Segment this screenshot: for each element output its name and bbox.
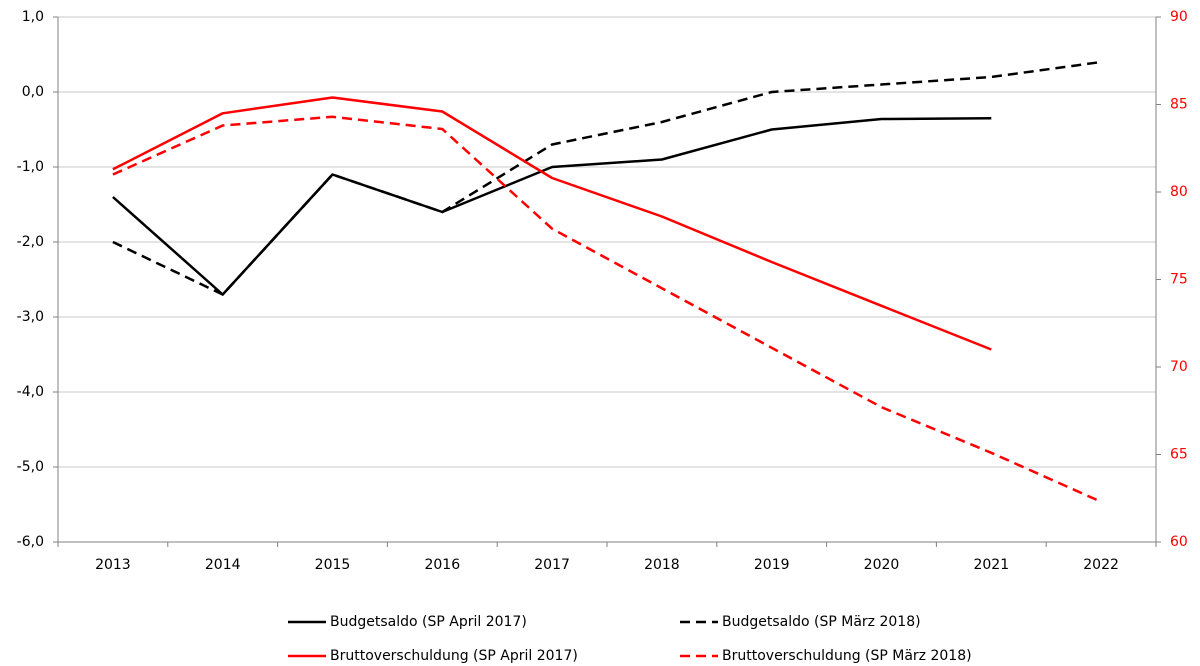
y2-tick-label: 85 [1170,97,1188,113]
legend-label: Bruttoverschuldung (SP März 2018) [722,648,972,664]
legend-label: Budgetsaldo (SP April 2017) [330,614,527,630]
y-tick-label: -5,0 [17,459,44,475]
legend-label: Bruttoverschuldung (SP April 2017) [330,648,578,664]
x-tick-label: 2017 [534,557,570,573]
x-tick-label: 2020 [864,557,900,573]
y-tick-label: -3,0 [17,309,44,325]
x-tick-label: 2016 [424,557,460,573]
series-line [112,96,992,351]
series-line [112,115,1102,503]
x-tick-label: 2013 [95,557,131,573]
y-tick-label: -6,0 [17,534,44,550]
y2-tick-label: 90 [1170,9,1188,25]
x-tick-label: 2021 [973,557,1009,573]
series-line [112,60,1102,296]
x-tick-label: 2018 [644,557,680,573]
series-line [112,117,992,296]
y2-tick-label: 60 [1170,534,1188,550]
y2-tick-label: 75 [1170,272,1188,288]
y-tick-label: 1,0 [22,9,44,25]
y2-tick-label: 70 [1170,359,1188,375]
x-tick-label: 2022 [1083,557,1119,573]
legend-label: Budgetsaldo (SP März 2018) [722,614,921,630]
y2-tick-label: 80 [1170,184,1188,200]
y-tick-label: -4,0 [17,384,44,400]
x-tick-label: 2015 [315,557,351,573]
x-tick-label: 2019 [754,557,790,573]
x-tick-label: 2014 [205,557,241,573]
y-tick-label: 0,0 [22,84,44,100]
y-tick-label: -1,0 [17,159,44,175]
y2-tick-label: 65 [1170,447,1188,463]
y-tick-label: -2,0 [17,234,44,250]
